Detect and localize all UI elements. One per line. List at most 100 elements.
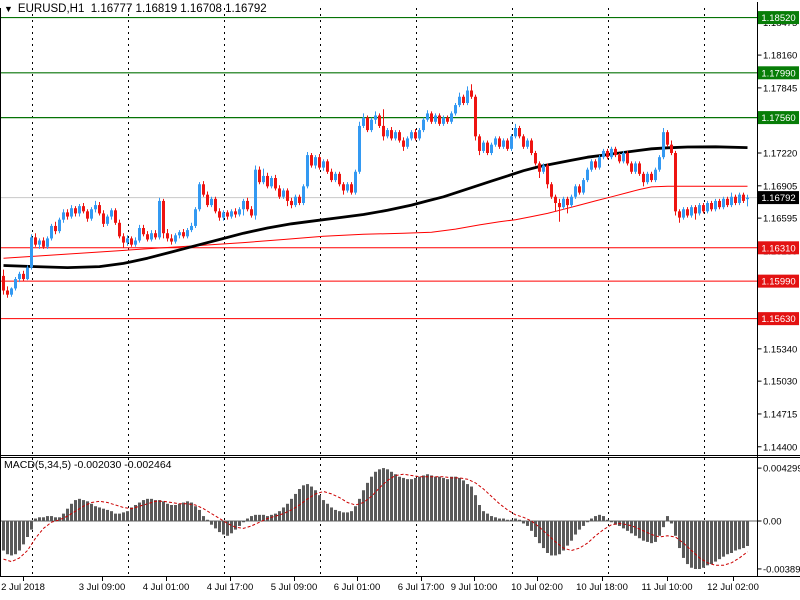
price-level-badge-text: 1.17560 bbox=[761, 113, 795, 124]
price-axis-label: 1.14715 bbox=[763, 409, 797, 420]
candle-body bbox=[258, 169, 261, 183]
macd-histogram-bar bbox=[334, 509, 337, 521]
macd-histogram-bar bbox=[242, 520, 245, 523]
macd-histogram-bar bbox=[118, 513, 121, 521]
candle-body bbox=[310, 155, 313, 166]
macd-histogram-bar bbox=[466, 484, 469, 521]
macd-histogram-bar bbox=[142, 500, 145, 521]
macd-histogram-bar bbox=[42, 517, 45, 521]
price-level-badge-text: 1.16792 bbox=[761, 193, 795, 204]
time-axis-label: 6 Jul 17:00 bbox=[398, 582, 444, 593]
candle-body bbox=[606, 150, 609, 158]
candle-body bbox=[494, 138, 497, 145]
candle-body bbox=[546, 165, 549, 185]
price-axis-label: 1.15030 bbox=[763, 377, 797, 388]
candle-body bbox=[450, 113, 453, 122]
time-axis-label: 10 Jul 02:00 bbox=[511, 582, 563, 593]
candle-body bbox=[238, 209, 241, 215]
candle-body bbox=[434, 115, 437, 122]
candle-body bbox=[250, 209, 253, 216]
price-level-badge-text: 1.17990 bbox=[761, 68, 795, 79]
macd-histogram-bar bbox=[458, 477, 461, 521]
candle-body bbox=[498, 138, 501, 147]
candle-body bbox=[730, 196, 733, 206]
candle-body bbox=[162, 200, 165, 234]
candle-body bbox=[326, 161, 329, 172]
macd-histogram-bar bbox=[98, 507, 101, 521]
candle-body bbox=[350, 184, 353, 193]
macd-histogram-bar bbox=[498, 518, 501, 521]
candle-body bbox=[642, 173, 645, 183]
candle-body bbox=[614, 148, 617, 156]
price-level-badge bbox=[758, 111, 799, 125]
price-axis-label: 1.14400 bbox=[763, 442, 797, 453]
candle-body bbox=[354, 171, 357, 193]
candle-body bbox=[166, 233, 169, 239]
candle-body bbox=[446, 117, 449, 122]
candle-body bbox=[506, 140, 509, 149]
macd-histogram-bar bbox=[330, 507, 333, 521]
candle-body bbox=[330, 171, 333, 181]
macd-histogram-bar bbox=[518, 519, 521, 521]
candle-body bbox=[538, 163, 541, 172]
macd-histogram-bar bbox=[206, 519, 209, 521]
candle-body bbox=[234, 211, 237, 215]
macd-histogram-bar bbox=[346, 512, 349, 521]
macd-histogram-bar bbox=[554, 520, 557, 556]
candle-body bbox=[26, 267, 29, 280]
macd-histogram-bar bbox=[570, 520, 573, 541]
candle-body bbox=[442, 117, 445, 124]
time-axis-label: 9 Jul 10:00 bbox=[451, 582, 497, 593]
candle-body bbox=[622, 153, 625, 162]
candle-body bbox=[146, 234, 149, 240]
macd-histogram-bar bbox=[506, 519, 509, 521]
candle-body bbox=[518, 128, 521, 137]
candle-body bbox=[6, 290, 9, 295]
price-axis-label: 1.15340 bbox=[763, 344, 797, 355]
candle-body bbox=[110, 210, 113, 217]
candle-body bbox=[686, 209, 689, 216]
macd-histogram-bar bbox=[6, 520, 9, 555]
macd-histogram-bar bbox=[2, 520, 5, 551]
candle-body bbox=[278, 188, 281, 197]
macd-histogram-bar bbox=[50, 516, 53, 521]
candle-body bbox=[430, 113, 433, 122]
macd-histogram-bar bbox=[690, 520, 693, 568]
macd-histogram-bar bbox=[730, 520, 733, 553]
macd-histogram-bar bbox=[402, 477, 405, 521]
time-axis-label: 11 Jul 10:00 bbox=[641, 582, 692, 593]
candle-body bbox=[742, 194, 745, 201]
price-level-badge bbox=[758, 274, 799, 288]
candle-body bbox=[274, 178, 277, 189]
candle-body bbox=[694, 207, 697, 214]
macd-histogram-bar bbox=[178, 503, 181, 521]
candle-body bbox=[62, 212, 65, 220]
macd-histogram-bar bbox=[318, 495, 321, 521]
candle-body bbox=[66, 212, 69, 217]
macd-histogram-bar bbox=[30, 520, 33, 530]
macd-histogram-bar bbox=[378, 469, 381, 521]
candle-body bbox=[422, 119, 425, 131]
candle-body bbox=[90, 209, 93, 219]
macd-histogram-bar bbox=[490, 516, 493, 521]
chart-title: ▼ EURUSD,H1 1.16777 1.16819 1.16708 1.167… bbox=[4, 3, 267, 15]
candle-body bbox=[322, 161, 325, 168]
candle-body bbox=[314, 157, 317, 166]
macd-axis-label: 0.00 bbox=[763, 516, 782, 527]
macd-histogram-bar bbox=[202, 516, 205, 521]
macd-histogram-bar bbox=[674, 520, 677, 536]
macd-histogram-bar bbox=[158, 500, 161, 521]
candle-body bbox=[130, 238, 133, 245]
candle-body bbox=[342, 184, 345, 191]
candle-body bbox=[370, 119, 373, 131]
candle-body bbox=[86, 211, 89, 219]
macd-axis-label: -0.003896 bbox=[763, 564, 800, 575]
macd-histogram-bar bbox=[598, 514, 601, 521]
macd-histogram-bar bbox=[366, 482, 369, 521]
macd-histogram-bar bbox=[246, 518, 249, 521]
macd-histogram-bar bbox=[538, 520, 541, 544]
price-axis-label: 1.16905 bbox=[763, 181, 797, 192]
macd-histogram-bar bbox=[302, 485, 305, 521]
candle-body bbox=[266, 175, 269, 187]
